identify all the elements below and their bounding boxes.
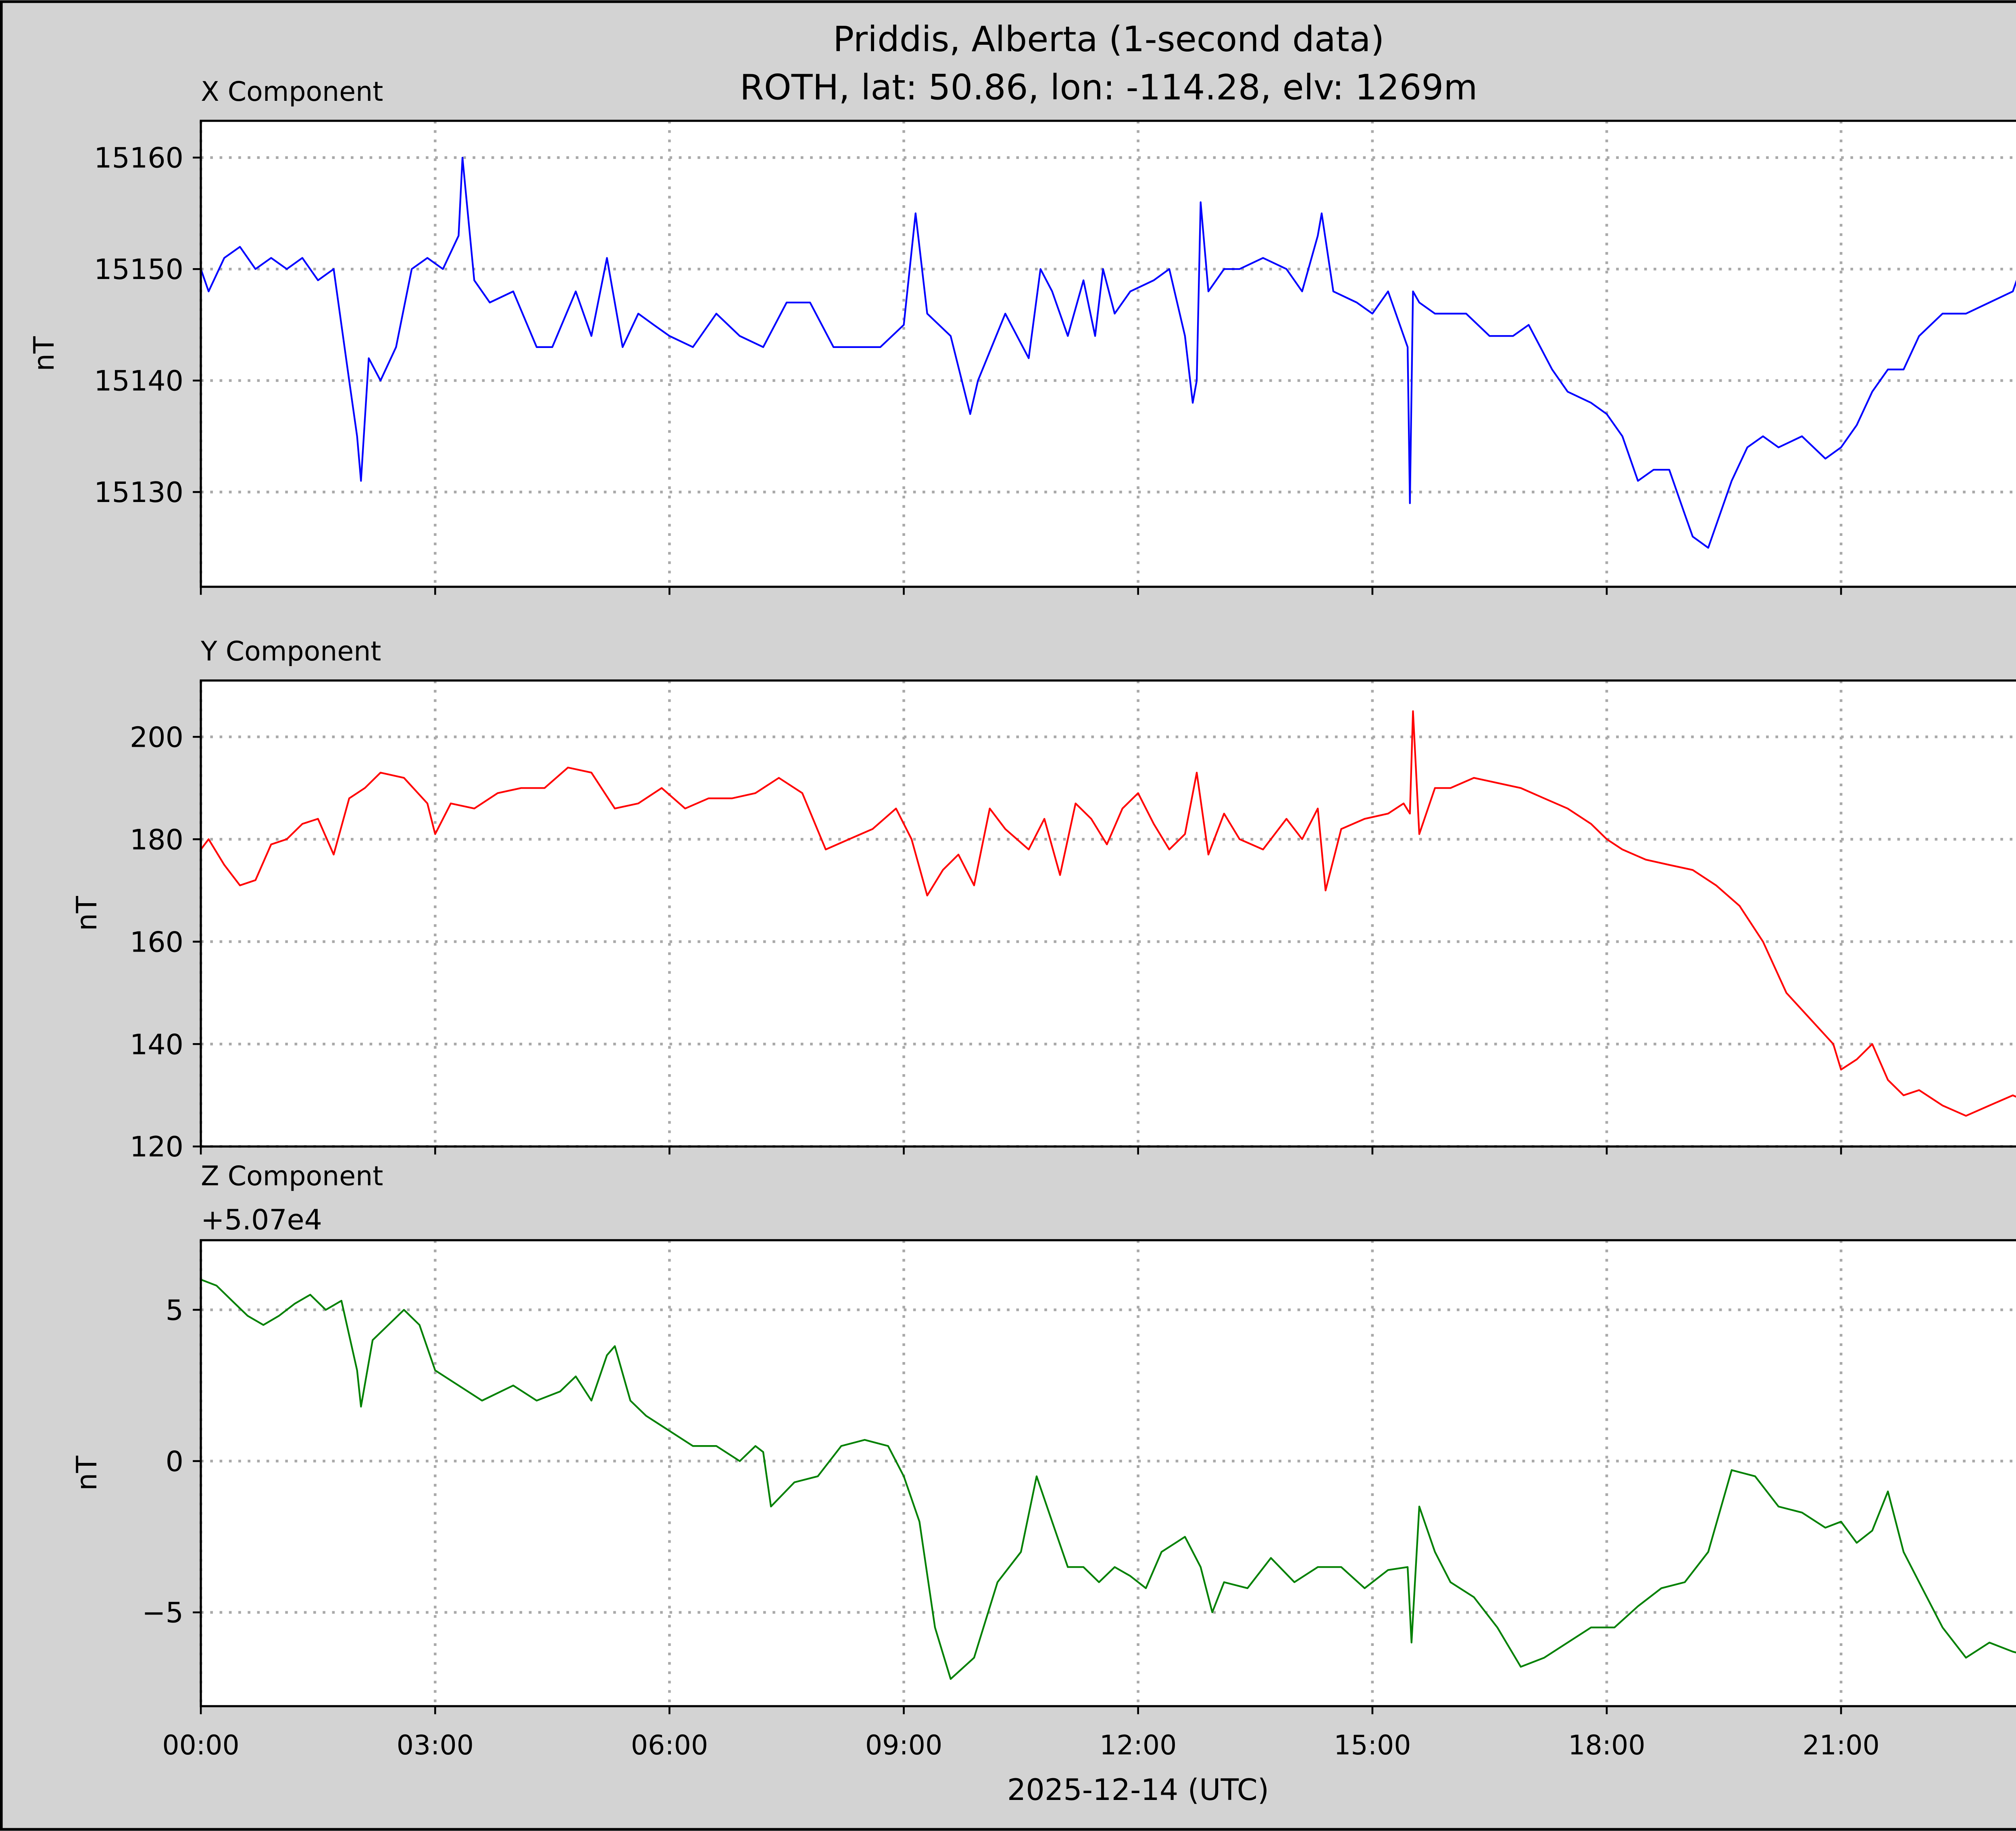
y-y-tick-label: 120 <box>130 1131 183 1163</box>
x-plot-area <box>201 121 2016 587</box>
z-x-tick-label: 18:00 <box>1568 1729 1645 1761</box>
x-panel-title: X Component <box>201 76 383 107</box>
y-y-tick-label: 180 <box>130 823 183 856</box>
z-plot-area <box>201 1240 2016 1706</box>
x-y-tick-label: 15130 <box>94 476 183 509</box>
z-y-axis-label: nT <box>71 1456 103 1491</box>
z-y-tick-label: −5 <box>142 1597 183 1629</box>
y-y-tick-label: 160 <box>130 926 183 958</box>
x-y-axis-label: nT <box>28 336 60 371</box>
y-plot-area <box>201 680 2016 1147</box>
y-y-tick-label: 200 <box>130 721 183 754</box>
x-y-tick-label: 15150 <box>94 253 183 286</box>
z-y-tick-label: 5 <box>166 1294 183 1327</box>
z-x-tick-label: 12:00 <box>1100 1729 1177 1761</box>
y-y-tick-label: 140 <box>130 1028 183 1061</box>
x-axis-label: 2025-12-14 (UTC) <box>1007 1773 1269 1807</box>
z-x-tick-label: 09:00 <box>865 1729 942 1761</box>
z-x-tick-label: 00:00 <box>162 1729 239 1761</box>
x-y-tick-label: 15160 <box>94 142 183 175</box>
y-y-axis-label: nT <box>71 896 103 931</box>
y-component-panel: 120 140 160 180 200 Y Component nT <box>71 635 2016 1163</box>
z-x-tick-label: 21:00 <box>1802 1729 1879 1761</box>
z-series-line <box>201 1279 2016 1680</box>
y-series-line <box>201 710 2016 1117</box>
z-x-tick-label: 06:00 <box>631 1729 708 1761</box>
x-series-line <box>201 156 2016 549</box>
x-y-tick-label: 15140 <box>94 365 183 398</box>
z-offset-text: +5.07e4 <box>201 1204 322 1236</box>
z-axes-frame <box>200 1239 2016 1708</box>
z-x-tick-label: 03:00 <box>397 1729 474 1761</box>
figure-title-line-2: ROTH, lat: 50.86, lon: -114.28, elv: 126… <box>740 67 1478 108</box>
z-panel-title: Z Component <box>201 1160 383 1192</box>
z-y-tick-label: 0 <box>166 1445 183 1478</box>
y-panel-title: Y Component <box>200 635 381 667</box>
x-component-panel: 15130 15140 15150 15160 X Component nT <box>28 76 2016 595</box>
z-x-tick-label: 15:00 <box>1334 1729 1411 1761</box>
z-component-panel: −5 0 5 00:00 03:00 06:00 09:00 12:00 15:00 18:00 2… <box>71 1160 2016 1761</box>
figure-title-line-1: Priddis, Alberta (1-second data) <box>833 19 1384 60</box>
